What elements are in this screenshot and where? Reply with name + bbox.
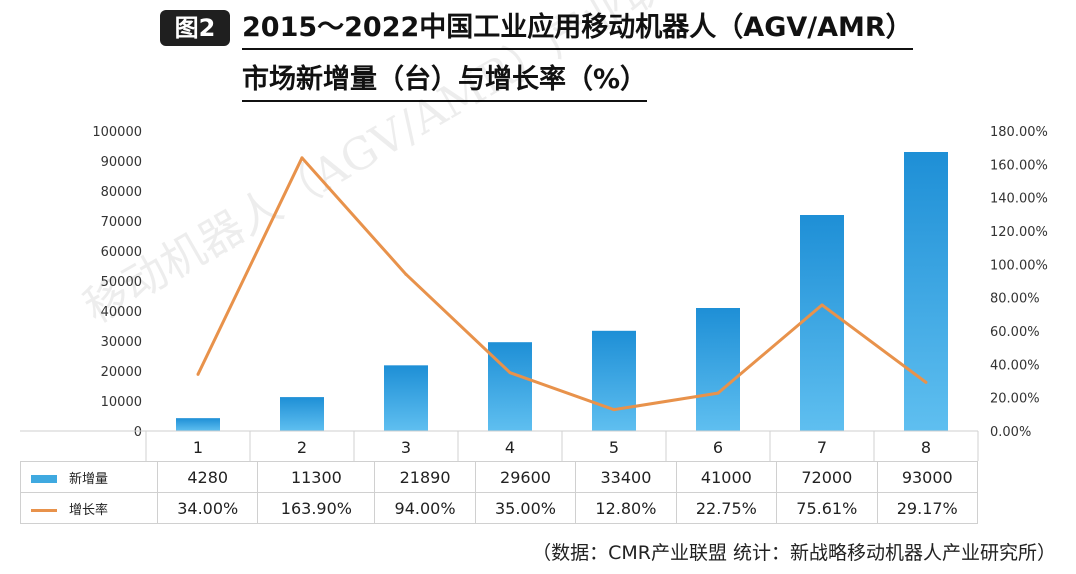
left-tick-label: 10000 (101, 395, 142, 410)
category-label: 8 (921, 438, 931, 457)
right-tick-label: 60.00% (990, 325, 1040, 340)
bar (176, 418, 220, 431)
legend-bar-label: 新增量 (69, 471, 109, 487)
category-label: 1 (193, 438, 203, 457)
left-tick-label: 100000 (92, 125, 142, 140)
legend-line-label: 增长率 (69, 502, 109, 518)
bar (280, 397, 324, 431)
table-cell-bar: 93000 (876, 461, 979, 493)
table-cell-bar: 33400 (575, 461, 677, 493)
left-tick-label: 70000 (101, 215, 142, 230)
table-cell-bar: 21890 (374, 461, 476, 493)
legend-line: 增长率 (20, 492, 158, 524)
left-tick-label: 20000 (101, 365, 142, 380)
table-cell-bar: 41000 (675, 461, 778, 493)
category-label: 7 (817, 438, 827, 457)
table-cell-bar: 11300 (257, 461, 376, 493)
left-tick-label: 30000 (101, 335, 142, 350)
category-label: 6 (713, 438, 723, 457)
bar (696, 308, 740, 431)
bar (488, 342, 532, 431)
right-tick-label: 160.00% (990, 158, 1048, 173)
table-cell-line: 12.80% (575, 492, 677, 524)
category-label: 5 (609, 438, 619, 457)
line-point (612, 408, 616, 412)
table-row-bar: 新增量 4280 11300 21890 29600 33400 41000 72000 93… (20, 461, 979, 493)
right-tick-label: 180.00% (990, 125, 1048, 140)
left-tick-label: 50000 (101, 275, 142, 290)
line-point (924, 380, 928, 384)
growth-rate-line (196, 156, 927, 412)
category-axis: 1 2 3 4 5 6 7 8 (20, 430, 979, 461)
table-cell-bar: 72000 (776, 461, 878, 493)
figure-badge: 图2 (160, 10, 230, 46)
bar (800, 215, 844, 431)
table-cell-line: 94.00% (374, 492, 476, 524)
chart-title-line-2: 市场新增量（台）与增长率（%） (242, 62, 648, 102)
table-cell-line: 75.61% (776, 492, 878, 524)
right-tick-label: 20.00% (990, 392, 1040, 407)
line-point (508, 371, 512, 375)
bar-swatch (31, 475, 57, 483)
bar (384, 365, 428, 431)
left-axis: 0 10000 20000 30000 40000 50000 60000 70000 8000… (92, 125, 142, 440)
left-tick-label: 60000 (101, 245, 142, 260)
category-label: 4 (505, 438, 515, 457)
bar (904, 152, 948, 431)
right-tick-label: 120.00% (990, 225, 1048, 240)
table-cell-bar: 29600 (474, 461, 577, 493)
bar-series (176, 152, 948, 431)
right-tick-label: 100.00% (990, 258, 1048, 273)
table-cell-line: 29.17% (876, 492, 979, 524)
table-cell-line: 163.90% (257, 492, 376, 524)
table-row-line: 增长率 34.00% 163.90% 94.00% 35.00% 12.80% 22.75… (20, 492, 979, 524)
table-cell-bar: 4280 (156, 461, 259, 493)
left-tick-label: 80000 (101, 185, 142, 200)
category-label: 3 (401, 438, 411, 457)
line-point (404, 272, 408, 276)
source-note: （数据：CMR产业联盟 统计：新战略移动机器人产业研究所） (532, 542, 1056, 564)
line-series (196, 156, 928, 412)
line-point (716, 391, 720, 395)
table-cell-line: 34.00% (156, 492, 259, 524)
category-label: 2 (297, 438, 307, 457)
right-tick-label: 40.00% (990, 358, 1040, 373)
chart-title-line-1: 2015～2022中国工业应用移动机器人（AGV/AMR） (242, 10, 913, 50)
data-table: 新增量 4280 11300 21890 29600 33400 41000 72000 93… (20, 461, 979, 524)
right-tick-label: 80.00% (990, 292, 1040, 307)
table-cell-line: 22.75% (675, 492, 778, 524)
bar (592, 330, 636, 431)
right-axis: 0.00% 20.00% 40.00% 60.00% 80.00% 100.00% 120.… (990, 125, 1048, 440)
left-tick-label: 40000 (101, 305, 142, 320)
left-tick-label: 0 (134, 425, 142, 440)
legend-bar: 新增量 (20, 461, 158, 493)
line-point (820, 303, 824, 307)
right-tick-label: 140.00% (990, 192, 1048, 207)
line-point (196, 372, 200, 376)
line-swatch (31, 508, 57, 512)
table-cell-line: 35.00% (474, 492, 577, 524)
line-point (300, 156, 304, 160)
left-tick-label: 90000 (101, 155, 142, 170)
right-tick-label: 0.00% (990, 425, 1031, 440)
